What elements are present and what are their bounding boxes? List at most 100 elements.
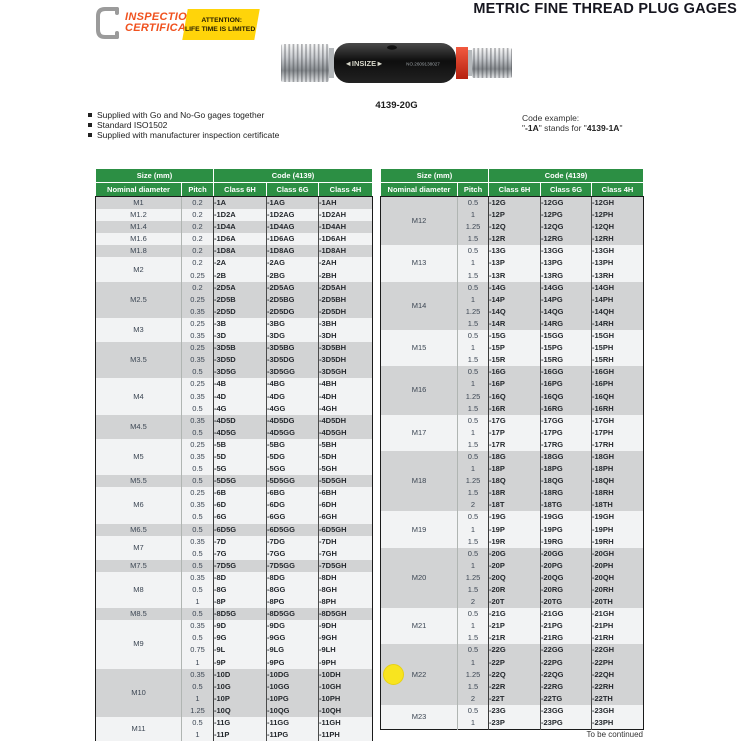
class-6g-code-cell: -15RG: [540, 354, 592, 367]
class-6g-code-cell: -4BG: [266, 378, 319, 391]
table-row: 1.5 -22R -22RG -22RH: [381, 680, 644, 693]
class-4h-code-cell: -19PH: [591, 523, 644, 536]
class-4h-header: Class 4H: [590, 182, 645, 197]
attention-badge: ATTENTION: LIFE TIME IS LIMITED: [182, 9, 260, 40]
pitch-cell: 0.5: [457, 330, 489, 343]
pitch-cell: 1: [457, 463, 489, 476]
class-6g-code-cell: -23PG: [540, 717, 592, 730]
class-4h-code-cell: -18PH: [591, 463, 644, 476]
class-6h-code-cell: -1D4A: [213, 221, 267, 234]
nominal-diameter-header: Nominal diameter: [95, 182, 182, 197]
pitch-cell: 0.5: [457, 245, 489, 258]
table-row: M1.8 0.2 -1D8A -1D8AG -1D8AH: [95, 245, 373, 258]
table-row: 0.5 -9G -9GG -9GH: [96, 632, 373, 645]
table-row: M3.5 0.25 -3D5B -3D5BG -3D5BH: [95, 342, 373, 379]
table-row: M1.4 0.2 -1D4A -1D4AG -1D4AH: [95, 221, 373, 234]
class-6g-code-cell: -3D5DG: [266, 354, 319, 367]
code-header: Code (4139): [212, 168, 374, 183]
class-6h-code-cell: -15R: [488, 354, 541, 367]
class-4h-code-cell: -12QH: [591, 221, 644, 234]
nominal-diameter-cell: M13: [380, 245, 458, 282]
feature-item: Standard ISO1502: [88, 120, 279, 130]
class-6h-code-cell: -8G: [213, 584, 267, 597]
pitch-cell: 2: [457, 692, 489, 705]
class-6g-code-cell: -17GG: [540, 414, 592, 427]
table-row: 1.5 -14R -14RG -14RH: [381, 317, 644, 331]
nominal-diameter-cell: M16: [380, 366, 458, 415]
nominal-diameter-cell: M17: [380, 414, 458, 451]
table-row: M19 0.5 -19G -19GG -19GH: [380, 511, 644, 548]
table-row: 1 -8P -8PG -8PH: [96, 596, 373, 609]
class-6g-code-cell: -10QG: [266, 704, 319, 718]
class-6h-code-cell: -14R: [488, 317, 541, 331]
class-4h-code-cell: -3D5BH: [318, 342, 373, 355]
class-6g-header: Class 6G: [266, 182, 319, 197]
table-row: 1.25 -14Q -14QG -14QH: [381, 305, 644, 318]
class-6g-code-cell: -9DG: [266, 620, 319, 633]
class-6g-code-cell: -20QG: [540, 571, 592, 584]
class-6h-code-cell: -9D: [213, 620, 267, 633]
class-6h-code-cell: -4G: [213, 402, 267, 415]
pitch-cell: 0.25: [181, 438, 214, 451]
class-4h-code-cell: -3D5GH: [318, 366, 373, 379]
table-row: M8.5 0.5 -8D5G -8D5GG -8D5GH: [95, 608, 373, 621]
pitch-cell: 1: [181, 692, 214, 705]
brand-text: ◄INSIZE►: [344, 59, 383, 68]
nominal-diameter-cell: M6: [95, 487, 182, 524]
class-4h-code-cell: -20PH: [591, 559, 644, 572]
class-6h-code-cell: -6D: [213, 499, 267, 512]
class-4h-code-cell: -22QH: [591, 668, 644, 681]
nominal-diameter-cell: M19: [380, 511, 458, 548]
pitch-cell: 1.5: [457, 632, 489, 645]
class-6h-code-cell: -6B: [213, 487, 267, 500]
pitch-cell: 1: [457, 523, 489, 536]
table-row: 1 -22P -22PG -22PH: [381, 656, 644, 669]
class-4h-code-cell: -3BH: [318, 317, 373, 331]
table-row: M2.5 0.2 -2D5A -2D5AG -2D5AH: [95, 281, 373, 318]
pitch-cell: 0.5: [457, 414, 489, 427]
class-6g-code-cell: -1D4AG: [266, 221, 319, 234]
class-6h-code-cell: -23G: [488, 704, 541, 718]
class-6h-header: Class 6H: [213, 182, 267, 197]
class-4h-code-cell: -21GH: [591, 608, 644, 621]
pitch-cell: 1: [181, 729, 214, 741]
nominal-diameter-cell: M9: [95, 620, 182, 669]
class-4h-code-cell: -5BH: [318, 438, 373, 451]
pitch-cell: 0.2: [181, 196, 214, 210]
class-6h-code-cell: -19R: [488, 535, 541, 548]
class-4h-code-cell: -20RH: [591, 584, 644, 597]
class-6h-code-cell: -10Q: [213, 704, 267, 718]
class-6g-code-cell: -12RG: [540, 233, 592, 246]
class-6g-code-cell: -10GG: [266, 680, 319, 693]
nominal-diameter-cell: M4.5: [95, 414, 182, 439]
class-6g-code-cell: -22GG: [540, 644, 592, 657]
class-4h-code-cell: -12PH: [591, 209, 644, 222]
class-4h-code-cell: -1D4AH: [318, 221, 373, 234]
nominal-diameter-cell: M2: [95, 257, 182, 282]
class-4h-code-cell: -1D6AH: [318, 233, 373, 246]
class-6g-code-cell: -22QG: [540, 668, 592, 681]
class-4h-code-cell: -11GH: [318, 717, 373, 730]
table-row: M15 0.5 -15G -15GG -15GH: [380, 330, 644, 367]
class-4h-code-cell: -21PH: [591, 620, 644, 633]
class-6g-code-cell: -3D5GG: [266, 366, 319, 379]
class-4h-code-cell: -15PH: [591, 342, 644, 355]
class-4h-code-cell: -13RH: [591, 269, 644, 282]
pitch-cell: 0.5: [457, 704, 489, 718]
class-6h-code-cell: -18P: [488, 463, 541, 476]
class-6h-code-cell: -10P: [213, 692, 267, 705]
pitch-cell: 0.35: [181, 414, 214, 427]
class-4h-code-cell: -13GH: [591, 245, 644, 258]
pitch-cell: 0.35: [181, 535, 214, 548]
class-6h-code-cell: -19G: [488, 511, 541, 524]
class-4h-code-cell: -15RH: [591, 354, 644, 367]
class-6h-code-cell: -9L: [213, 644, 267, 657]
table-row: 1.25 -18Q -18QG -18QH: [381, 475, 644, 488]
nominal-diameter-cell: M7.5: [95, 559, 182, 572]
class-6h-code-cell: -13G: [488, 245, 541, 258]
table-row: M10 0.35 -10D -10DG -10DH: [95, 668, 373, 718]
table-row: M14 0.5 -14G -14GG -14GH: [380, 281, 644, 331]
class-4h-code-cell: -16PH: [591, 378, 644, 391]
pitch-cell: 0.5: [457, 281, 489, 294]
pitch-cell: 1: [181, 596, 214, 609]
